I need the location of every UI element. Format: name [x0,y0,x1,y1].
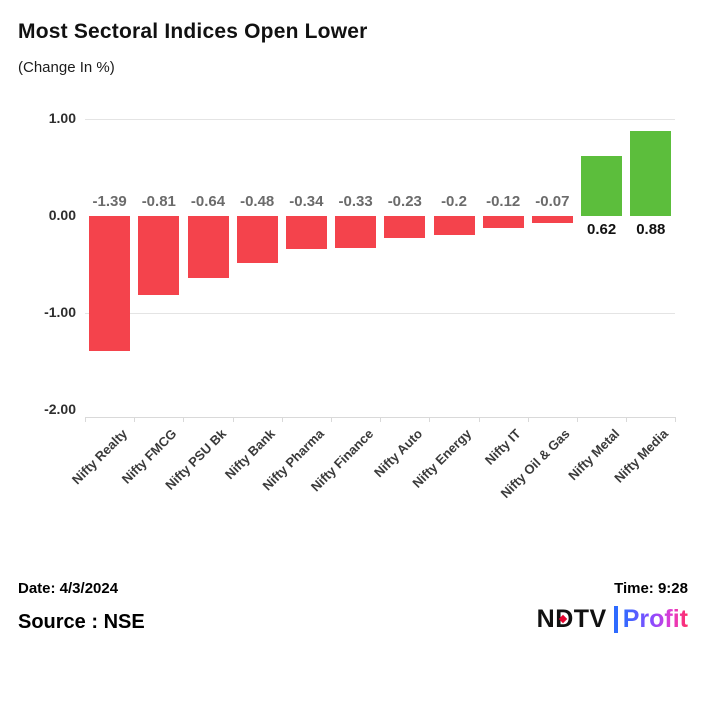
bar-nifty-metal [581,155,623,216]
bar-value-label: -0.33 [338,193,373,210]
logo-separator-bar [613,606,618,633]
bar-value-label: -0.12 [486,193,521,210]
bar-value-label: -0.34 [289,193,324,210]
chart-subtitle: (Change In %) [18,59,115,76]
bar-value-label: 0.62 [586,221,617,238]
bar-nifty-psu-bk [187,216,229,279]
x-axis-tick [232,417,234,422]
bar-value-label: 0.88 [636,221,666,238]
y-axis-tick-label: -2.00 [44,401,76,417]
bar-value-label: -0.48 [240,193,275,210]
bar-nifty-pharma [285,216,327,249]
x-axis-tick [429,417,431,422]
ndtv-logo-text: NDTV [537,607,607,632]
x-axis-tick [331,417,332,422]
time-label: Time: 9:28 [614,580,688,597]
bar-nifty-auto [384,216,426,239]
x-axis-tick [577,417,578,422]
bar-value-label: -1.39 [92,193,127,210]
ndtv-profit-logo: NDTV Profit [537,606,688,633]
y-axis-tick-label: 1.00 [48,110,76,126]
y-axis-tick-label: -1.00 [44,304,76,320]
x-axis-tick [281,417,283,422]
bar-value-label: -0.23 [387,193,422,210]
bar-nifty-media [630,130,672,216]
gridline--1 [85,313,676,314]
y-axis-tick-label: 0.00 [48,207,76,223]
x-axis-tick [134,417,136,422]
bar-nifty-fmcg [138,216,180,295]
chart-title: Most Sectoral Indices Open Lower [18,20,368,43]
x-axis-tick [85,417,86,422]
x-axis-tick [626,417,628,422]
x-axis-tick [527,417,529,422]
bar-value-label: -0.2 [441,193,467,210]
ndtv-letter-d: D [555,607,574,632]
ndtv-letter-n: N [536,605,556,633]
profit-logo-text: Profit [622,605,688,633]
ndtv-letters-tv: TV [573,605,607,633]
x-axis-tick [675,417,677,422]
bar-nifty-energy [433,216,475,236]
x-axis-tick [478,417,480,422]
bar-nifty-realty [89,216,131,351]
bar-nifty-it [482,216,524,228]
x-axis-category-label: Nifty IT [482,426,524,468]
date-label: Date: 4/3/2024 [18,580,119,597]
x-axis-tick [183,417,185,422]
x-axis-tick [380,417,382,422]
bar-value-label: -0.81 [141,193,176,210]
bar-value-label: -0.07 [535,193,570,210]
bar-nifty-oil-gas [531,216,573,223]
gridline-1 [85,119,676,120]
bar-nifty-bank [236,216,278,263]
bar-nifty-finance [335,216,377,248]
source-label: Source : NSE [18,611,145,633]
bar-value-label: -0.64 [190,193,226,210]
